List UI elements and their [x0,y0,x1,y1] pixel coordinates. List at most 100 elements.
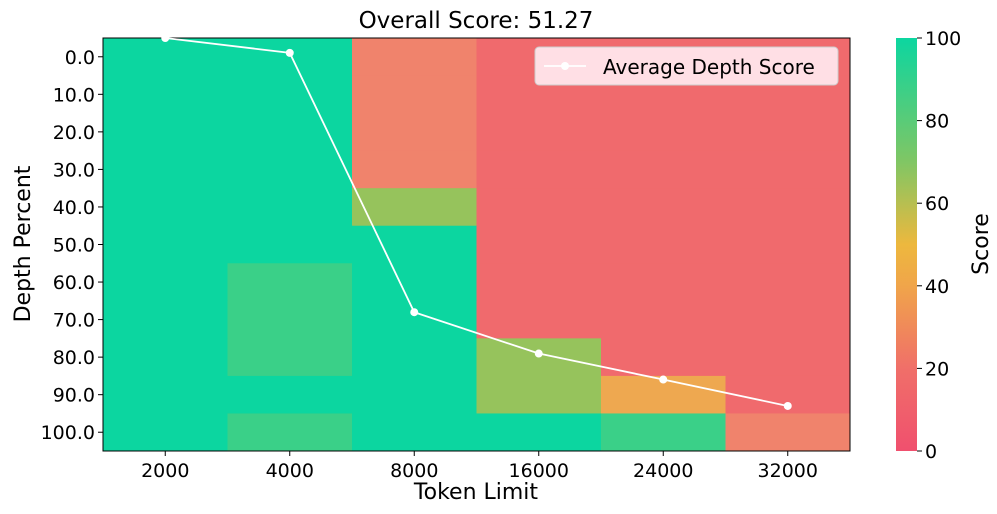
x-tick-label: 32000 [758,460,818,482]
heatmap-cell [103,150,228,189]
heatmap-cell [103,225,228,264]
heatmap-cell [227,225,353,264]
heatmap-cell [227,38,353,77]
colorbar-tick-label: 0 [925,441,937,463]
heatmap-cell [227,113,353,152]
colorbar-gradient [896,38,917,451]
heatmap-cell [352,375,477,414]
x-tick-label: 16000 [509,460,569,482]
y-tick-label: 40.0 [53,197,95,219]
heatmap-cell [227,150,353,189]
average-depth-score-point [783,401,792,410]
y-axis-label: Depth Percent [11,165,36,322]
heatmap-cell [352,300,477,339]
average-depth-score-point [161,34,170,42]
heatmap-cell [352,113,477,152]
heatmap-cell [103,263,228,302]
average-depth-score-point [410,308,419,317]
heatmap-cell [601,150,726,189]
average-depth-score-point [534,349,543,358]
legend: Average Depth Score [534,46,839,86]
x-axis-label: Token Limit [413,480,539,505]
heatmap-cell [601,225,726,264]
heatmap-cells [103,38,851,452]
y-tick-label: 80.0 [53,347,95,369]
y-tick-label: 70.0 [53,310,95,332]
heatmap-cell [476,300,602,339]
x-tick-label: 24000 [633,460,693,482]
average-depth-score-line [165,37,788,407]
heatmap-cell [352,413,477,452]
axis-ticks: 2000 4000 8000 16000 24000 32000 0.0 10.0 20.0 30… [41,47,818,482]
heatmap-cell [227,263,353,302]
heatmap-cell [352,188,477,227]
legend-label: Average Depth Score [603,55,815,79]
heatmap-cell [601,113,726,152]
y-tick-label: 30.0 [53,159,95,181]
heatmap-cell [227,338,353,377]
legend-marker-swatch [561,62,569,70]
x-tick-label: 4000 [266,460,314,482]
y-tick-label: 0.0 [65,47,95,69]
colorbar-tick-label: 60 [925,193,949,215]
colorbar-tick-label: 100 [925,28,961,50]
x-tick-label: 2000 [141,460,189,482]
legend-box [534,46,839,86]
y-tick-label: 100.0 [41,422,95,444]
chart-title: Overall Score: 51.27 [359,8,594,34]
average-depth-score-point [285,48,294,57]
colorbar-tick-label: 20 [925,358,949,380]
heatmap-cell [725,150,851,189]
heatmap-cell [725,413,851,452]
heatmap-cell [103,413,228,452]
heatmap-cell [227,375,353,414]
colorbar-label: Score [969,213,994,275]
heatmap-cell [103,300,228,339]
heatmap-cell [352,225,477,264]
colorbar-tick-label: 40 [925,276,949,298]
heatmap-cell [601,263,726,302]
heatmap-cell [725,263,851,302]
heatmap-cell [601,188,726,227]
heatmap-cell [725,300,851,339]
plot-frame [102,37,851,452]
heatmap-cell [476,113,602,152]
heatmap-cell [352,150,477,189]
heatmap-cell [476,375,602,414]
y-tick-label: 10.0 [53,84,95,106]
y-tick-label: 90.0 [53,385,95,407]
heatmap-cell [352,38,477,77]
y-tick-label: 60.0 [53,272,95,294]
y-tick-label: 20.0 [53,122,95,144]
colorbar: 0 20 40 60 80 100 Score [896,28,994,463]
heatmap-cell [103,375,228,414]
heatmap-cell [476,263,602,302]
heatmap-cell [725,225,851,264]
heatmap-cell [476,188,602,227]
heatmap-cell [352,338,477,377]
heatmap-cell [227,75,353,114]
heatmap-cell [725,188,851,227]
colorbar-tick-label: 80 [925,111,949,133]
average-depth-score-point [659,375,668,384]
heatmap-cell [103,38,228,77]
average-depth-score-points [161,34,792,410]
heatmap-cell [476,150,602,189]
heatmap-cell [476,413,602,452]
heatmap-cell [227,413,353,452]
heatmap-cell [476,225,602,264]
heatmap-cell [103,338,228,377]
heatmap-cell [103,75,228,114]
colorbar-ticks: 0 20 40 60 80 100 [917,28,961,463]
y-tick-label: 50.0 [53,235,95,257]
x-tick-label: 8000 [390,460,438,482]
heatmap-cell [227,188,353,227]
heatmap-cell [352,75,477,114]
heatmap-cell [227,300,353,339]
heatmap-cell [352,263,477,302]
heatmap-cell [103,113,228,152]
heatmap-cell [601,300,726,339]
heatmap-cell [601,413,726,452]
heatmap-cell [725,113,851,152]
